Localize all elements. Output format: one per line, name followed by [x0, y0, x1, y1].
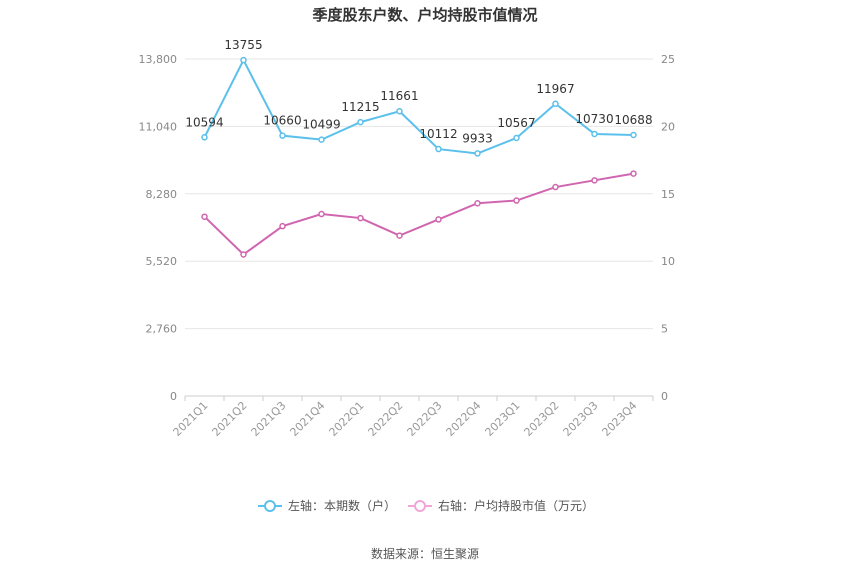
grid-lines	[185, 58, 653, 330]
left-tick-label: 13,800	[139, 53, 178, 66]
left-tick-label: 8,280	[146, 188, 178, 201]
data-label-households: 10730	[575, 112, 613, 126]
x-tick-label: 2021Q4	[288, 399, 328, 439]
data-label-households: 9933	[462, 131, 493, 145]
line-households	[203, 57, 634, 155]
legend-item-households[interactable]: 左轴：本期数（户）	[258, 498, 396, 513]
chart-title: 季度股东户数、户均持股市值情况	[312, 6, 537, 24]
point-market-value	[318, 210, 325, 218]
point-market-value	[474, 199, 481, 207]
data-label-households: 10688	[614, 113, 652, 127]
point-households	[513, 134, 520, 142]
point-households	[357, 118, 364, 126]
right-axis-ticks: 0 5 10 15 20 25	[661, 53, 675, 403]
data-label-households: 11215	[341, 100, 379, 114]
data-source: 数据来源：恒生聚源	[371, 546, 479, 561]
point-households	[240, 56, 247, 64]
x-tick-label: 2023Q3	[561, 399, 601, 439]
point-market-value	[591, 177, 598, 184]
point-market-value	[396, 232, 403, 239]
data-label-households: 10567	[497, 116, 535, 130]
x-tick-label: 2021Q2	[210, 399, 250, 439]
point-market-value	[279, 222, 286, 230]
data-label-households: 10499	[302, 118, 340, 132]
right-tick-label: 20	[661, 120, 675, 133]
left-tick-label: 11,040	[139, 120, 178, 133]
point-households	[474, 150, 481, 157]
legend-marker-households	[264, 500, 276, 512]
point-market-value	[630, 170, 637, 177]
right-tick-label: 5	[661, 323, 668, 336]
x-axis: 2021Q12021Q22021Q32021Q42022Q12022Q22022…	[171, 395, 654, 439]
left-axis-ticks: 0 2,760 5,520 8,280 11,040 13,800	[139, 53, 178, 403]
left-tick-label: 0	[170, 390, 177, 403]
point-market-value	[435, 216, 442, 223]
point-market-value	[513, 197, 520, 204]
point-households	[435, 145, 442, 153]
point-households	[552, 100, 559, 108]
line-market-value	[203, 172, 634, 256]
point-market-value	[357, 214, 364, 222]
series-market-value	[201, 170, 637, 258]
point-households	[630, 131, 637, 139]
data-label-households: 10112	[419, 127, 457, 141]
point-households	[591, 130, 598, 138]
left-tick-label: 2,760	[146, 323, 178, 336]
legend-label-households: 左轴：本期数（户）	[288, 498, 396, 513]
point-households	[318, 136, 325, 143]
x-tick-label: 2023Q2	[522, 399, 562, 439]
data-label-households: 10594	[185, 115, 223, 129]
legend-item-market-value[interactable]: 右轴：户均持股市值（万元）	[408, 498, 594, 513]
point-households	[279, 132, 286, 139]
data-label-households: 11967	[536, 82, 574, 96]
x-tick-label: 2022Q1	[327, 399, 367, 439]
x-tick-label: 2021Q1	[171, 399, 211, 439]
point-market-value	[201, 213, 208, 220]
legend-label-market-value: 右轴：户均持股市值（万元）	[438, 498, 594, 513]
point-households	[396, 107, 403, 115]
legend-marker-market-value	[414, 500, 426, 512]
data-label-households: 13755	[224, 38, 262, 52]
right-tick-label: 25	[661, 53, 675, 66]
x-tick-label: 2022Q2	[366, 399, 406, 439]
x-tick-label: 2023Q1	[483, 399, 523, 439]
x-tick-label: 2021Q3	[249, 399, 289, 439]
left-tick-label: 5,520	[146, 255, 178, 268]
right-tick-label: 0	[661, 390, 668, 403]
x-tick-label: 2023Q4	[600, 399, 640, 439]
point-market-value	[240, 251, 247, 258]
legend: 左轴：本期数（户） 右轴：户均持股市值（万元）	[258, 498, 594, 513]
point-households	[201, 134, 208, 141]
point-market-value	[552, 183, 559, 191]
x-tick-label: 2022Q4	[444, 399, 484, 439]
x-tick-label: 2022Q3	[405, 399, 445, 439]
data-label-households: 11661	[380, 89, 418, 103]
right-tick-label: 10	[661, 255, 675, 268]
data-label-households: 10660	[263, 114, 301, 128]
right-tick-label: 15	[661, 188, 675, 201]
